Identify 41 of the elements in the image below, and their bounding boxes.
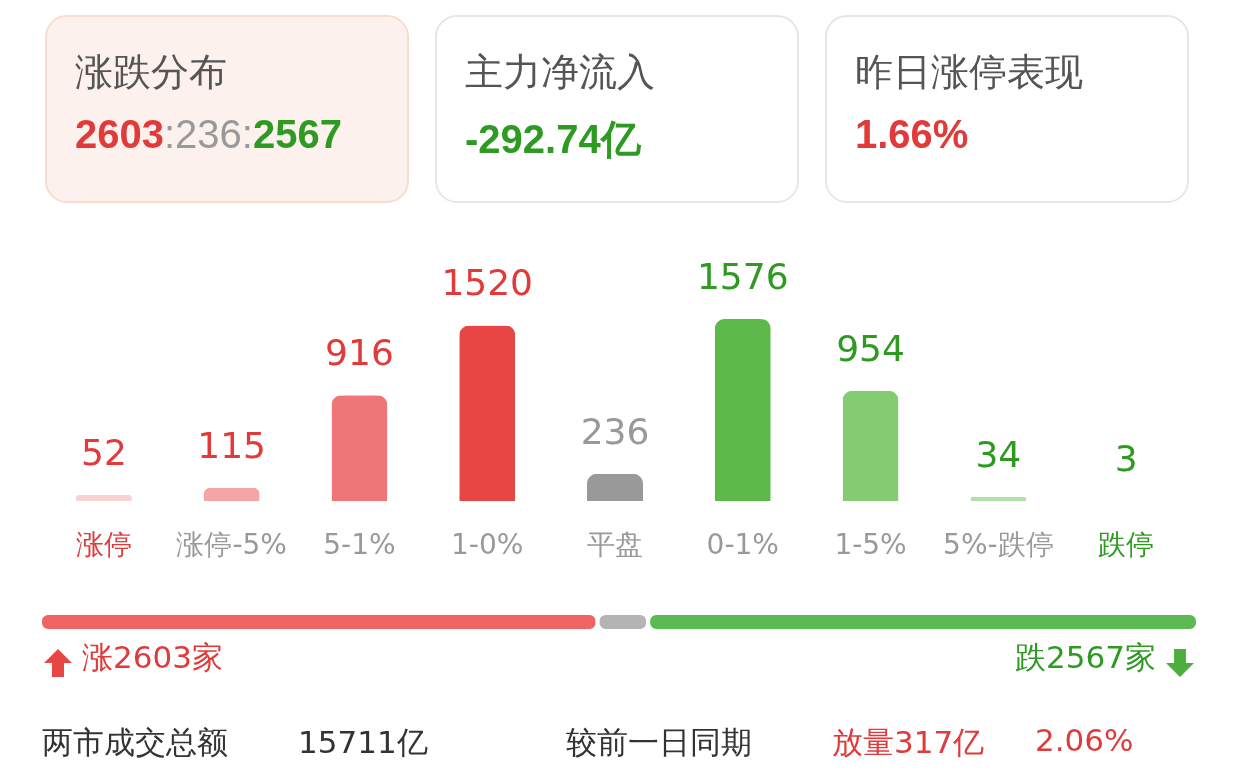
text: 两市成交总额 <box>42 723 228 762</box>
x-tick-label: 5%-跌停 <box>943 527 1054 561</box>
x-tick-label: 1-0% <box>451 527 524 561</box>
x-tick-label: 5-1% <box>323 527 396 561</box>
text: 2.06% <box>1035 722 1134 758</box>
bar <box>331 395 388 501</box>
data-label: 3 <box>1114 437 1138 479</box>
bar <box>970 497 1027 501</box>
text: 1.66% <box>855 112 969 156</box>
x-tick-label: 涨停-5% <box>176 527 287 561</box>
data-label: 115 <box>197 424 267 466</box>
x-tick-label: 平盘 <box>587 527 643 561</box>
data-label: 34 <box>975 434 1022 476</box>
text: 较前一日同期 <box>566 723 752 762</box>
x-tick-label: 跌停 <box>1098 527 1155 561</box>
text: -292.74亿 <box>465 117 641 161</box>
text: 涨跌分布 <box>75 49 228 96</box>
x-tick-label: 1-5% <box>834 527 907 561</box>
text: :236: <box>163 112 253 156</box>
text: 2603 <box>75 112 164 156</box>
text: 主力净流入 <box>465 49 656 96</box>
bar <box>714 319 771 501</box>
bar <box>203 487 260 501</box>
data-label: 236 <box>580 410 650 452</box>
data-label: 跌2567家 <box>1015 639 1156 675</box>
bar <box>587 473 643 501</box>
x-tick-label: 涨停 <box>75 527 132 561</box>
bar <box>842 390 899 501</box>
data-label: 916 <box>325 332 394 374</box>
data-label: 954 <box>836 327 905 369</box>
data-label: 1520 <box>441 262 534 304</box>
bar <box>459 325 516 501</box>
text: 放量317亿 <box>832 723 985 762</box>
text: 昨日涨停表现 <box>855 49 1084 96</box>
data-label: 52 <box>80 431 127 473</box>
data-label: 涨2603家 <box>82 639 223 675</box>
bar <box>75 494 132 501</box>
text: 15711亿 <box>298 723 428 762</box>
text: 2567 <box>252 112 342 156</box>
x-tick-label: 0-1% <box>706 527 779 561</box>
data-label: 1576 <box>696 256 789 297</box>
